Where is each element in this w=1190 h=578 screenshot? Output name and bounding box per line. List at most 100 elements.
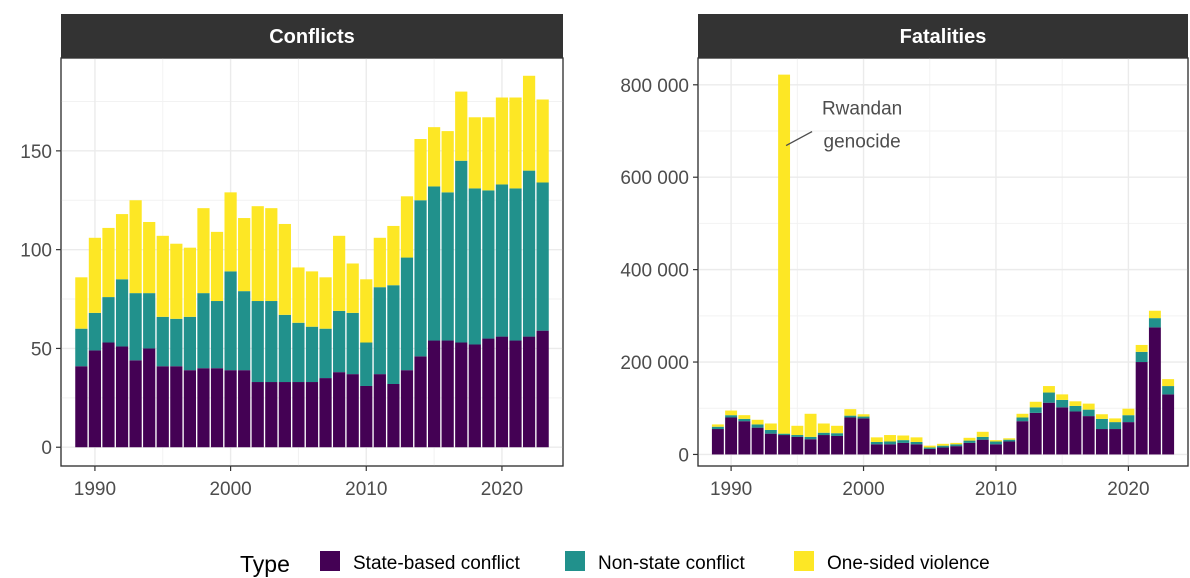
bar-fatalities-one-sided-2005	[923, 445, 936, 448]
bar-fatalities-state-based-2007	[950, 446, 963, 455]
bar-conflicts-state-based-2008	[333, 372, 346, 448]
bar-conflicts-one-sided-1995	[156, 235, 169, 317]
panel-border-conflicts	[60, 57, 564, 467]
bar-fatalities-one-sided-2022	[1148, 310, 1161, 319]
bar-conflicts-state-based-2013	[400, 370, 414, 448]
bar-conflicts-non-state-2001	[238, 291, 251, 371]
bar-fatalities-one-sided-1990	[725, 410, 738, 416]
bar-fatalities-non-state-2021	[1135, 351, 1148, 363]
bar-conflicts-one-sided-2004	[278, 223, 291, 315]
bar-fatalities-non-state-2022	[1148, 318, 1161, 328]
x-tick-label: 1990	[710, 479, 752, 500]
bar-fatalities-non-state-2004	[910, 441, 923, 445]
y-axis-fatalities: 0 200 000 400 000 600 000 800 000	[620, 76, 698, 466]
bar-fatalities-one-sided-2012	[1016, 413, 1029, 418]
bar-fatalities-state-based-1992	[751, 427, 764, 455]
bar-fatalities-one-sided-1997	[817, 423, 830, 433]
bar-conflicts-state-based-2001	[238, 370, 251, 448]
bar-conflicts-non-state-2013	[400, 257, 414, 371]
bar-fatalities-non-state-2006	[937, 445, 949, 448]
bar-fatalities-non-state-2018	[1095, 418, 1108, 430]
annotation-leader-line	[785, 130, 813, 147]
bar-fatalities-non-state-2013	[1029, 407, 1042, 413]
bar-conflicts-one-sided-2020	[495, 97, 509, 185]
bar-conflicts-non-state-1995	[156, 316, 169, 367]
bar-conflicts-state-based-1993	[129, 360, 142, 448]
bar-fatalities-non-state-2010	[990, 441, 1002, 445]
panel-fatalities: Fatalities 0 200 000 400 000 600 000 800 000…	[620, 14, 1189, 500]
y-tick-label: 0	[41, 438, 52, 459]
bar-conflicts-state-based-2004	[278, 382, 291, 448]
bar-conflicts-non-state-2020	[495, 184, 509, 337]
bar-fatalities-non-state-1990	[725, 415, 738, 418]
bar-fatalities-non-state-2000	[857, 416, 870, 419]
bar-conflicts-state-based-2022	[522, 336, 536, 448]
bar-fatalities-non-state-2011	[1003, 439, 1016, 442]
bar-conflicts-state-based-2019	[482, 338, 495, 448]
bar-fatalities-one-sided-2004	[910, 437, 923, 442]
bar-conflicts-state-based-2005	[292, 382, 305, 448]
bar-fatalities-one-sided-2021	[1135, 344, 1148, 352]
bar-conflicts-one-sided-1992	[115, 214, 129, 280]
bar-fatalities-non-state-1997	[817, 432, 830, 436]
bar-conflicts-non-state-2023	[536, 182, 549, 331]
bar-fatalities-state-based-2001	[870, 444, 883, 455]
bar-conflicts-non-state-2018	[468, 188, 481, 345]
bar-fatalities-state-based-2000	[857, 418, 870, 455]
bar-conflicts-non-state-1992	[115, 279, 129, 347]
bar-conflicts-non-state-1996	[170, 318, 183, 367]
bar-conflicts-one-sided-1989	[75, 277, 88, 329]
plot-area-fatalities	[697, 57, 1189, 467]
annotation-line-1: Rwandan	[822, 99, 902, 120]
panel-border-fatalities	[697, 57, 1189, 467]
strip-conflicts	[61, 14, 563, 58]
bar-conflicts-one-sided-1998	[197, 208, 210, 294]
bar-conflicts-state-based-2011	[373, 374, 386, 448]
legend-swatch-state-based	[320, 551, 340, 571]
bar-conflicts-one-sided-2023	[536, 99, 549, 183]
bar-conflicts-non-state-1994	[143, 293, 156, 349]
bar-conflicts-one-sided-2016	[441, 131, 454, 193]
bar-conflicts-state-based-2003	[265, 382, 278, 448]
bar-fatalities-non-state-2014	[1042, 392, 1055, 403]
bar-fatalities-non-state-1994	[778, 433, 791, 436]
bar-conflicts-state-based-1999	[210, 368, 224, 448]
bar-conflicts-state-based-1990	[88, 350, 102, 448]
bar-conflicts-state-based-2006	[305, 382, 319, 448]
y-tick-label: 0	[678, 445, 689, 466]
x-tick-label: 2010	[975, 479, 1017, 500]
bar-conflicts-one-sided-2017	[455, 91, 468, 161]
bar-fatalities-state-based-2006	[937, 447, 949, 455]
bar-conflicts-one-sided-1991	[102, 227, 115, 298]
bar-conflicts-non-state-2000	[224, 271, 237, 371]
legend-swatch-one-sided	[794, 551, 814, 571]
bar-conflicts-one-sided-2013	[400, 196, 414, 258]
bar-fatalities-one-sided-2016	[1069, 401, 1082, 406]
bar-conflicts-state-based-2009	[346, 374, 359, 448]
bar-fatalities-state-based-2008	[963, 442, 976, 455]
bar-conflicts-state-based-2018	[468, 344, 481, 448]
x-tick-label: 2010	[345, 479, 387, 500]
bar-conflicts-one-sided-2009	[346, 263, 359, 313]
x-axis-conflicts: 1990 2000 2010 2020	[74, 466, 523, 500]
annotation-rwandan-genocide: Rwandan genocide	[785, 99, 902, 153]
bar-conflicts-non-state-1993	[129, 293, 142, 361]
bar-conflicts-one-sided-2012	[387, 225, 400, 286]
bar-fatalities-non-state-2009	[976, 436, 989, 440]
bar-fatalities-one-sided-2013	[1029, 401, 1042, 408]
bar-conflicts-state-based-2021	[509, 340, 522, 448]
bar-fatalities-state-based-2014	[1042, 402, 1055, 455]
bar-conflicts-state-based-2016	[441, 340, 454, 448]
bar-conflicts-state-based-2014	[414, 356, 427, 448]
x-axis-fatalities: 1990 2000 2010 2020	[710, 466, 1150, 500]
bar-fatalities-non-state-1993	[764, 429, 777, 434]
bar-conflicts-state-based-2020	[495, 336, 509, 448]
bar-fatalities-state-based-2011	[1003, 441, 1016, 455]
bar-conflicts-non-state-2003	[265, 301, 278, 383]
bar-conflicts-one-sided-2011	[373, 237, 386, 288]
bar-fatalities-one-sided-2023	[1162, 379, 1175, 387]
bar-fatalities-non-state-2008	[963, 440, 976, 443]
bar-fatalities-one-sided-1995	[791, 425, 804, 436]
bar-conflicts-non-state-1989	[75, 328, 88, 367]
bar-conflicts-non-state-2008	[333, 310, 346, 373]
